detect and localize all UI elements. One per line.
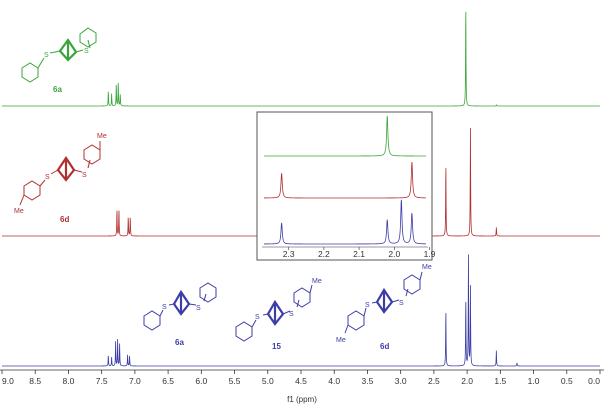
inset-tick-label: 2.0	[388, 249, 400, 259]
inset-tick-label: 1.9	[424, 249, 436, 259]
spectrum-trace-6a	[2, 11, 600, 107]
methyl-label: Me	[312, 278, 322, 285]
x-tick-label: 0.5	[561, 376, 573, 386]
x-tick-label: 7.0	[129, 376, 141, 386]
methyl-bond	[419, 271, 423, 281]
sulfur-label: S	[162, 304, 167, 311]
inset-zoom-panel: 2.3 2.2 2.1 2.0 1.9	[256, 111, 436, 261]
structure-6a-blue	[143, 282, 217, 331]
x-tick-label: 6.0	[195, 376, 207, 386]
x-tick-label: 5.0	[262, 376, 274, 386]
x-axis-ticks: 9.0 8.5 8.0 7.5 7.0 6.5 6.0 5.5 5.0 4.5 4.0 3.5 3.0 2…	[1, 370, 601, 386]
bond	[405, 288, 409, 297]
sulfur-label: S	[255, 314, 260, 321]
compound-label-6a-blue: 6a	[175, 338, 184, 347]
bond	[188, 303, 197, 306]
inset-frame	[256, 111, 433, 261]
inset-x-axis-ticks: 2.3 2.2 2.1 2.0 1.9	[283, 247, 436, 259]
sulfur-label: S	[45, 174, 50, 181]
tolyl-ring-right	[83, 144, 101, 165]
x-tick-label: 5.5	[229, 376, 241, 386]
structure-6a-green	[21, 27, 97, 83]
phenyl-ring-right	[79, 27, 97, 48]
inset-traces	[264, 116, 426, 245]
x-tick-label: 7.5	[96, 376, 108, 386]
compound-label-6d-red: 6d	[60, 215, 69, 224]
tolyl-ring-left	[347, 310, 365, 331]
phenyl-ring	[235, 321, 253, 342]
methyl-label: Me	[422, 264, 432, 271]
bond	[87, 159, 91, 169]
compound-label-6a-green: 6a	[53, 85, 62, 94]
sulfur-label: S	[82, 172, 87, 179]
bond	[363, 307, 367, 317]
inset-trace-mixture	[264, 199, 426, 245]
bond	[49, 50, 61, 54]
x-tick-label: 0.0	[588, 376, 600, 386]
sulfur-label: S	[44, 52, 49, 59]
methyl-label: Me	[14, 208, 24, 215]
methyl-bond	[344, 324, 349, 334]
bond	[39, 179, 46, 187]
x-tick-label: 1.5	[494, 376, 506, 386]
x-tick-label: 2.0	[461, 376, 473, 386]
x-tick-label: 4.5	[295, 376, 307, 386]
structure-6d-blue	[344, 271, 423, 334]
phenyl-ring-left	[21, 62, 39, 83]
tolyl-ring-right	[403, 274, 421, 295]
x-tick-label: 3.0	[395, 376, 407, 386]
bond	[282, 310, 291, 315]
x-tick-label: 3.5	[362, 376, 374, 386]
methyl-bond	[309, 284, 313, 294]
methyl-bond	[19, 194, 25, 206]
bond	[50, 169, 59, 175]
phenyl-ring-right	[199, 282, 217, 303]
bond	[75, 49, 84, 53]
bond	[159, 309, 164, 317]
x-tick-label: 2.5	[428, 376, 440, 386]
methyl-label: Me	[336, 337, 346, 344]
x-tick-label: 1.0	[528, 376, 540, 386]
bond	[391, 299, 400, 303]
compound-label-6d-blue: 6d	[380, 342, 389, 351]
bond	[87, 39, 91, 49]
sulfur-label: S	[289, 311, 294, 318]
x-axis-label: f1 (ppm)	[287, 395, 317, 404]
bond	[251, 319, 257, 328]
tolyl-ring	[293, 287, 311, 308]
spectrum-trace-mixture	[2, 254, 600, 367]
x-tick-label: 8.5	[29, 376, 41, 386]
bond	[73, 169, 83, 173]
inset-trace-6a	[264, 116, 426, 157]
bond	[296, 299, 300, 308]
structure-6d-red	[19, 141, 101, 206]
structure-15-blue	[235, 284, 313, 342]
inset-tick-label: 2.2	[318, 249, 330, 259]
inset-tick-label: 2.1	[353, 249, 365, 259]
sulfur-label: S	[84, 48, 89, 55]
phenyl-ring-left	[143, 310, 161, 331]
inset-tick-label: 2.3	[283, 249, 295, 259]
sulfur-label: S	[196, 305, 201, 312]
compound-label-15-blue: 15	[272, 342, 281, 351]
inset-trace-6d	[264, 162, 426, 199]
x-tick-label: 6.5	[162, 376, 174, 386]
x-axis: 9.0 8.5 8.0 7.5 7.0 6.5 6.0 5.5 5.0 4.5 4.0 3.5 3.0 2…	[0, 369, 604, 404]
methyl-label: Me	[97, 133, 107, 140]
x-tick-label: 8.0	[63, 376, 75, 386]
bond	[37, 57, 45, 69]
sulfur-label: S	[399, 300, 404, 307]
sulfur-label: S	[365, 302, 370, 309]
x-tick-label: 9.0	[2, 376, 14, 386]
x-tick-label: 4.0	[328, 376, 340, 386]
tolyl-ring-left	[23, 180, 41, 201]
